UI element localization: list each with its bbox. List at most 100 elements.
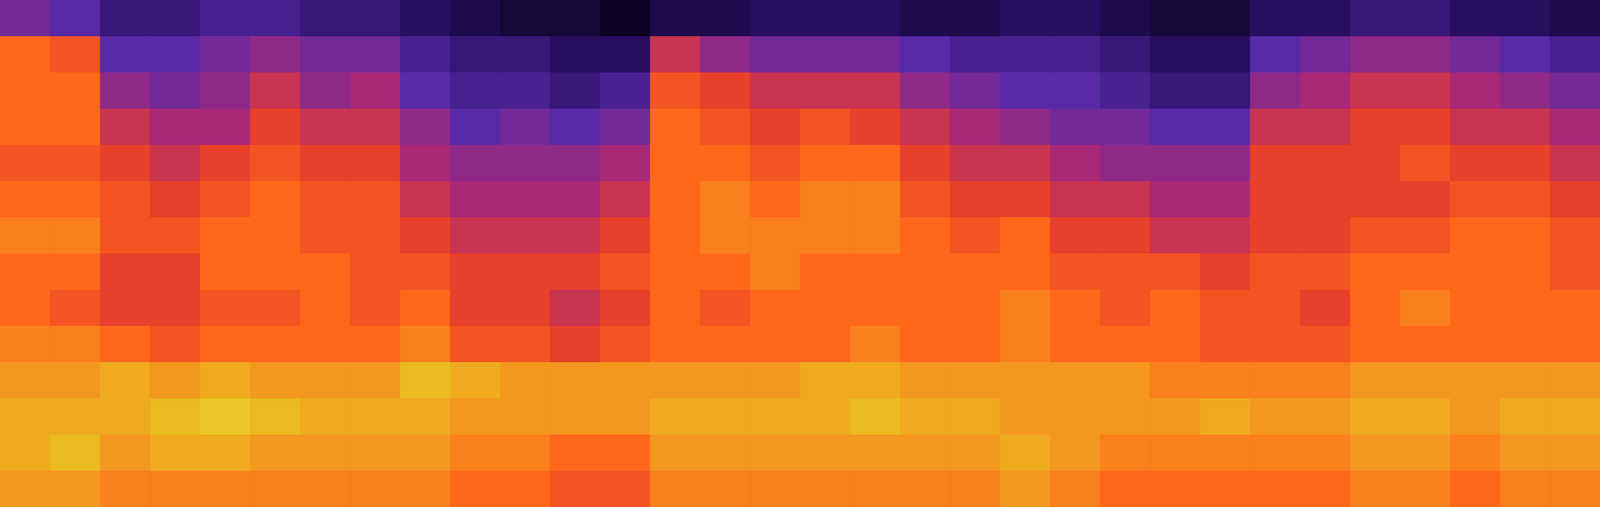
cell bbox=[1300, 253, 1351, 291]
cell bbox=[700, 289, 751, 327]
cell bbox=[300, 36, 351, 74]
cell bbox=[450, 181, 501, 219]
cell bbox=[1300, 72, 1351, 110]
cell bbox=[1149, 217, 1200, 255]
cell bbox=[1250, 253, 1301, 291]
cell bbox=[749, 362, 800, 400]
cell bbox=[949, 181, 1000, 219]
cell bbox=[650, 144, 701, 182]
cell bbox=[1100, 434, 1151, 472]
cell bbox=[949, 289, 1000, 327]
cell bbox=[1100, 0, 1151, 37]
cell bbox=[949, 471, 1000, 507]
cell bbox=[1200, 72, 1251, 110]
cell bbox=[1100, 362, 1151, 400]
cell bbox=[200, 471, 251, 507]
cell bbox=[250, 144, 301, 182]
cell bbox=[1549, 181, 1600, 219]
cell bbox=[1450, 108, 1501, 146]
cell bbox=[549, 326, 600, 364]
cell bbox=[949, 36, 1000, 74]
cell bbox=[650, 181, 701, 219]
cell bbox=[100, 36, 151, 74]
cell bbox=[1200, 326, 1251, 364]
cell bbox=[700, 471, 751, 507]
cell bbox=[749, 72, 800, 110]
cell bbox=[1149, 471, 1200, 507]
cell bbox=[650, 326, 701, 364]
cell bbox=[1349, 217, 1400, 255]
cell bbox=[300, 181, 351, 219]
cell bbox=[1400, 36, 1451, 74]
cell bbox=[400, 217, 451, 255]
cell bbox=[50, 434, 101, 472]
cell bbox=[1450, 289, 1501, 327]
cell bbox=[1349, 72, 1400, 110]
cell bbox=[1300, 36, 1351, 74]
cell bbox=[800, 72, 851, 110]
cell bbox=[200, 289, 251, 327]
cell bbox=[1200, 181, 1251, 219]
cell bbox=[749, 253, 800, 291]
cell bbox=[1250, 471, 1301, 507]
cell bbox=[600, 144, 651, 182]
cell bbox=[1050, 108, 1101, 146]
cell bbox=[200, 434, 251, 472]
cell bbox=[500, 289, 551, 327]
cell bbox=[400, 108, 451, 146]
cell bbox=[1149, 362, 1200, 400]
cell bbox=[549, 144, 600, 182]
cell bbox=[250, 181, 301, 219]
cell bbox=[949, 144, 1000, 182]
plot-area bbox=[0, 0, 1600, 507]
cell bbox=[1400, 217, 1451, 255]
cell bbox=[650, 398, 701, 436]
cell bbox=[749, 36, 800, 74]
cell bbox=[850, 217, 901, 255]
cell bbox=[1050, 398, 1101, 436]
cell bbox=[1300, 471, 1351, 507]
cell bbox=[1200, 36, 1251, 74]
cell bbox=[700, 108, 751, 146]
cell bbox=[1300, 0, 1351, 37]
cell bbox=[700, 217, 751, 255]
cell bbox=[1349, 253, 1400, 291]
cell bbox=[1250, 217, 1301, 255]
cell bbox=[500, 471, 551, 507]
cell bbox=[349, 217, 400, 255]
cell bbox=[100, 181, 151, 219]
cell bbox=[949, 434, 1000, 472]
cell bbox=[700, 326, 751, 364]
cell bbox=[349, 362, 400, 400]
cell bbox=[0, 471, 51, 507]
cell bbox=[900, 0, 951, 37]
cell bbox=[1149, 36, 1200, 74]
cell bbox=[200, 36, 251, 74]
cell bbox=[549, 108, 600, 146]
cell bbox=[800, 471, 851, 507]
cell bbox=[1050, 471, 1101, 507]
cell bbox=[349, 326, 400, 364]
cell bbox=[1549, 471, 1600, 507]
cell bbox=[0, 144, 51, 182]
cell bbox=[1500, 362, 1551, 400]
cell bbox=[400, 471, 451, 507]
cell bbox=[1200, 362, 1251, 400]
cell bbox=[50, 144, 101, 182]
cell bbox=[349, 72, 400, 110]
cell bbox=[50, 326, 101, 364]
cell bbox=[1250, 36, 1301, 74]
cell bbox=[1400, 289, 1451, 327]
cell bbox=[850, 108, 901, 146]
cell bbox=[100, 217, 151, 255]
cell bbox=[149, 362, 200, 400]
cell bbox=[250, 289, 301, 327]
cell bbox=[149, 217, 200, 255]
cell bbox=[850, 289, 901, 327]
cell bbox=[349, 398, 400, 436]
cell bbox=[900, 144, 951, 182]
cell bbox=[1050, 0, 1101, 37]
cell bbox=[250, 108, 301, 146]
cell bbox=[949, 108, 1000, 146]
cell bbox=[1450, 144, 1501, 182]
